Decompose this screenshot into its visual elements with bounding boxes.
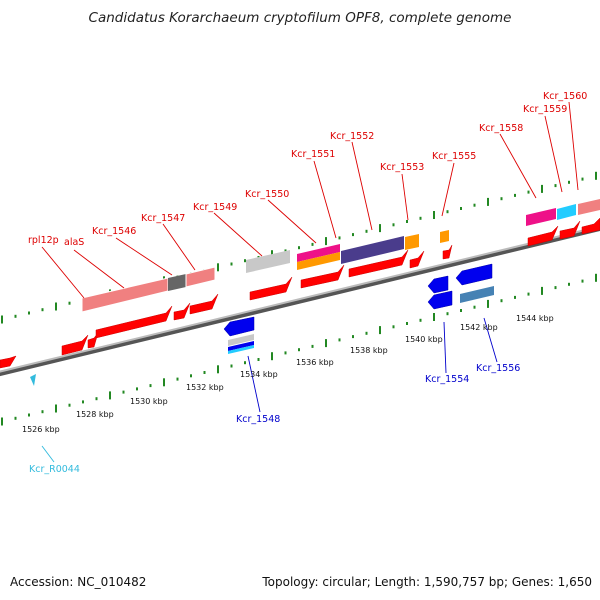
gene-arrow-1560 bbox=[581, 217, 600, 235]
cog-bar-1558 bbox=[526, 208, 556, 226]
kbp-label: 1530 kbp bbox=[130, 397, 168, 406]
kbp-label: 1526 kbp bbox=[22, 425, 60, 434]
accession-text: Accession: NC_010482 bbox=[10, 575, 146, 589]
cog-bar-1552 bbox=[341, 236, 404, 264]
kbp-label: 1544 kbp bbox=[516, 314, 554, 323]
kbp-label: 1534 kbp bbox=[240, 370, 278, 379]
gene-arrow-1547 bbox=[189, 293, 219, 315]
gene-arrow-rpl12p bbox=[61, 334, 89, 356]
cog-bar-1548b bbox=[228, 341, 254, 351]
cog-bar-1556 bbox=[460, 286, 494, 303]
cog-bar-1551a bbox=[297, 244, 340, 262]
gene-arrow-1554a bbox=[427, 275, 449, 294]
forward-genes bbox=[0, 217, 600, 369]
gene-label[interactable]: Kcr_1553 bbox=[380, 162, 424, 173]
gene-label[interactable]: Kcr_1546 bbox=[92, 226, 136, 237]
gene-label[interactable]: Kcr_1554 bbox=[425, 374, 469, 385]
gene-arrow-1555 bbox=[442, 244, 453, 260]
cog-bar-1559 bbox=[557, 204, 576, 220]
cog-bar-1550 bbox=[246, 250, 290, 273]
gene-label[interactable]: Kcr_R0044 bbox=[29, 464, 80, 475]
gene-arrow-1550 bbox=[249, 276, 293, 301]
gene-label[interactable]: Kcr_1559 bbox=[523, 104, 567, 115]
gene-labels: rpl12p alaS Kcr_1546 Kcr_1547 Kcr_1549 K… bbox=[28, 91, 587, 475]
cog-bar-1551b bbox=[297, 252, 340, 270]
cog-bar-1548a bbox=[228, 334, 254, 346]
gene-label[interactable]: Kcr_1556 bbox=[476, 363, 520, 374]
gene-label[interactable]: Kcr_1547 bbox=[141, 213, 185, 224]
cog-bar-1553 bbox=[405, 234, 419, 250]
reverse-genes bbox=[223, 263, 493, 337]
gene-label[interactable]: Kcr_1549 bbox=[193, 202, 237, 213]
gene-label[interactable]: Kcr_1558 bbox=[479, 123, 523, 134]
gene-arrow-small bbox=[87, 332, 99, 349]
map-title: Candidatus Korarchaeum cryptofilum OPF8,… bbox=[89, 10, 512, 26]
gene-arrow-1554b bbox=[427, 290, 453, 310]
gene-arrow-alaS bbox=[95, 305, 173, 339]
gene-arrow-1552 bbox=[348, 249, 409, 278]
gene-arrow-1558 bbox=[527, 225, 559, 247]
cog-bar-1546 bbox=[168, 274, 186, 291]
gene-arrow-1548 bbox=[223, 316, 255, 337]
kbp-label: 1540 kbp bbox=[405, 335, 443, 344]
kbp-label: 1542 kbp bbox=[460, 323, 498, 332]
cog-bar-1555 bbox=[440, 230, 449, 243]
genome-backbone bbox=[0, 225, 600, 377]
cog-bar-1560 bbox=[578, 199, 600, 215]
gene-arrow-1546 bbox=[173, 302, 191, 321]
gene-label[interactable]: Kcr_1552 bbox=[330, 131, 374, 142]
kbp-label: 1538 kbp bbox=[350, 346, 388, 355]
cog-bar-alaS bbox=[81, 277, 169, 313]
gene-label[interactable]: alaS bbox=[64, 237, 84, 248]
kbp-label: 1528 kbp bbox=[76, 410, 114, 419]
gene-arrow-rpl12p-left bbox=[0, 355, 17, 369]
gene-arrow-1556 bbox=[455, 263, 493, 286]
gene-label[interactable]: Kcr_1551 bbox=[291, 149, 335, 160]
gene-label[interactable]: Kcr_1555 bbox=[432, 151, 476, 162]
gene-arrow-1553 bbox=[409, 250, 425, 269]
gene-label[interactable]: rpl12p bbox=[28, 235, 59, 246]
kbp-scale-labels: 1526 kbp 1528 kbp 1530 kbp 1532 kbp 1534… bbox=[22, 314, 554, 434]
gene-label[interactable]: Kcr_1550 bbox=[245, 189, 289, 200]
gene-label[interactable]: Kcr_1548 bbox=[236, 414, 280, 425]
upper-cog-bars bbox=[81, 199, 600, 313]
cog-bar-1547 bbox=[185, 266, 216, 288]
kbp-label: 1532 kbp bbox=[186, 383, 224, 392]
genome-info-text: Topology: circular; Length: 1,590,757 bp… bbox=[261, 575, 592, 589]
rna-feature-marker bbox=[30, 374, 36, 386]
gene-label[interactable]: Kcr_1560 bbox=[543, 91, 587, 102]
gene-arrow-1559 bbox=[559, 220, 581, 240]
cog-bar-1548c bbox=[228, 345, 254, 354]
callout-lines bbox=[41, 101, 579, 463]
reverse-cog-bars bbox=[228, 286, 494, 354]
gene-arrow-1551 bbox=[300, 264, 345, 289]
kbp-label: 1536 kbp bbox=[296, 358, 334, 367]
